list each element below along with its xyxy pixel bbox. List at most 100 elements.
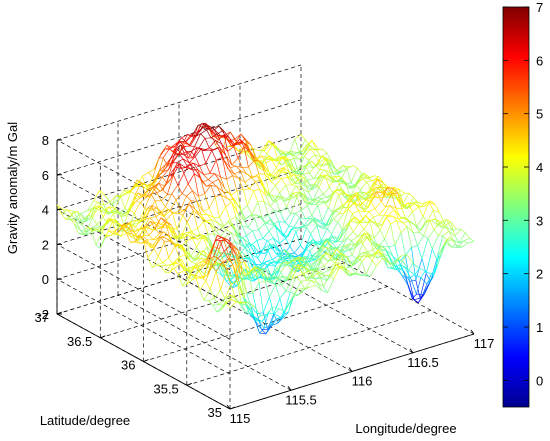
surface-segment	[147, 205, 152, 209]
surface-segment	[406, 219, 411, 223]
surface-segment	[255, 179, 262, 182]
surface-segment	[162, 169, 169, 178]
surface-segment	[207, 214, 212, 220]
surface-segment	[295, 151, 303, 158]
surface-segment	[191, 258, 198, 263]
surface-segment	[73, 223, 79, 234]
surface-segment	[92, 217, 98, 225]
surface-segment	[352, 165, 358, 169]
surface-segment	[216, 261, 221, 265]
surface-segment	[290, 291, 295, 295]
surface-segment	[114, 231, 122, 237]
z-tick-label: 8	[42, 133, 49, 148]
y-tick-mark	[186, 382, 192, 386]
surface-segment	[335, 175, 341, 184]
surface-segment	[223, 244, 231, 252]
surface-segment	[325, 252, 331, 259]
surface-segment	[266, 223, 273, 225]
surface-segment	[179, 264, 187, 269]
surface-segment	[338, 259, 345, 261]
surface-segment	[279, 243, 285, 255]
surface-segment	[314, 175, 321, 185]
surface-segment	[192, 270, 200, 280]
surface-segment	[132, 222, 139, 226]
colorbar-tick-label: 3	[536, 213, 543, 228]
surface-segment	[179, 141, 185, 147]
surface-segment	[402, 222, 408, 227]
surface-segment	[437, 224, 443, 228]
surface-segment	[273, 238, 279, 249]
surface-segment	[110, 234, 117, 236]
surface-segment	[186, 151, 194, 159]
surface-segment	[162, 148, 170, 159]
surface-segment	[205, 219, 212, 222]
surface-segment	[188, 203, 196, 210]
surface-segment	[369, 220, 375, 239]
surface-segment	[428, 201, 434, 211]
surface-segment	[241, 244, 248, 246]
surface-segment	[336, 171, 342, 180]
surface-segment	[253, 190, 259, 202]
surface-segment	[159, 164, 167, 171]
surface-segment	[448, 231, 454, 241]
surface-segment	[200, 133, 206, 139]
surface-segment	[189, 135, 196, 146]
surface-segment	[327, 238, 333, 244]
surface-segment	[431, 218, 436, 221]
surface-segment	[220, 194, 226, 207]
surface-segment	[355, 261, 363, 275]
surface-segment	[200, 246, 208, 255]
surface-segment	[355, 273, 360, 276]
surface-segment	[155, 176, 163, 188]
surface-segment	[94, 227, 100, 233]
surface-segment	[94, 205, 99, 208]
surface-segment	[156, 262, 163, 266]
surface-segment	[194, 156, 200, 167]
surface-segment	[132, 179, 138, 190]
surface-segment	[366, 236, 373, 241]
surface-segment	[237, 301, 245, 303]
surface-segment	[177, 184, 183, 194]
surface-segment	[236, 133, 242, 142]
surface-segment	[268, 171, 275, 180]
surface-segment	[258, 229, 264, 239]
surface-segment	[202, 258, 207, 262]
surface-segment	[223, 160, 229, 170]
surface-segment	[241, 205, 248, 212]
surface-segment	[267, 313, 275, 330]
surface-segment	[226, 137, 232, 146]
surface-segment	[264, 280, 270, 297]
surface-segment	[147, 248, 155, 258]
surface-segment	[62, 209, 70, 221]
surface-segment	[287, 252, 295, 258]
surface-segment	[184, 145, 191, 147]
surface-segment	[205, 163, 211, 174]
surface-segment	[383, 214, 389, 217]
surface-segment	[233, 245, 239, 251]
surface-segment	[195, 235, 203, 240]
surface-segment	[291, 151, 298, 153]
surface-segment	[257, 319, 263, 322]
surface-segment	[214, 248, 220, 265]
surface-segment	[349, 244, 355, 251]
surface-segment	[364, 189, 372, 200]
surface-segment	[424, 200, 432, 207]
surface-segment	[123, 209, 131, 225]
surface-segment	[327, 279, 335, 293]
surface-segment	[306, 197, 312, 205]
surface-segment	[316, 194, 324, 199]
surface-segment	[417, 201, 423, 205]
surface-segment	[175, 199, 181, 211]
surface-segment	[371, 249, 379, 261]
surface-segment	[298, 139, 306, 153]
surface-segment	[300, 279, 307, 282]
surface-segment	[285, 238, 291, 247]
surface-segment	[148, 186, 155, 190]
surface-segment	[200, 253, 206, 257]
surface-segment	[210, 261, 217, 271]
surface-segment	[282, 225, 290, 237]
surface-segment	[307, 255, 313, 262]
surface-segment	[313, 169, 321, 179]
surface-segment	[382, 257, 389, 264]
surface-segment	[336, 206, 344, 211]
